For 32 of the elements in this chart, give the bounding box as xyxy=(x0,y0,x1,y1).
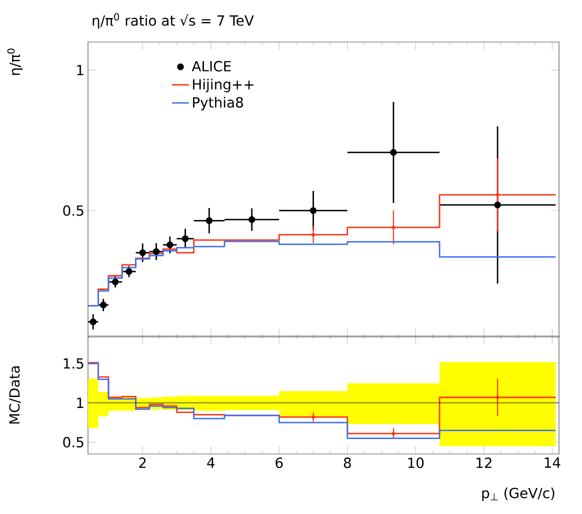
x-tick-label: 6 xyxy=(276,458,283,468)
point xyxy=(390,149,397,156)
point xyxy=(310,207,317,214)
x-tick-label: 8 xyxy=(344,458,351,468)
x-tick-label: 12 xyxy=(476,458,492,468)
point xyxy=(494,202,501,208)
legend-label: Hijing++ xyxy=(193,78,254,92)
x-axis-title: p$_{⊥}$ (GeV/c) xyxy=(482,488,554,502)
point xyxy=(182,235,189,242)
point xyxy=(126,268,132,275)
x-tick-label: 14 xyxy=(544,458,560,468)
y-tick-label: 1 xyxy=(77,65,84,76)
x-tick-label: 4 xyxy=(207,458,215,468)
point xyxy=(112,278,119,286)
point xyxy=(90,318,97,326)
y-axis-title: η/π$^{0}$ xyxy=(7,48,23,75)
y-tick-label: 0.5 xyxy=(63,205,84,216)
point xyxy=(100,302,107,308)
x-tick-label: 10 xyxy=(408,458,424,468)
point xyxy=(152,248,160,255)
legend-label: Pythia8 xyxy=(193,96,243,110)
chart-title: η/π$^{0}$ ratio at √s = 7 TeV xyxy=(92,13,254,29)
point xyxy=(166,241,174,248)
x-tick-label: 2 xyxy=(139,458,146,468)
point xyxy=(248,216,256,223)
point xyxy=(139,249,146,256)
y-tick-label: 1 xyxy=(77,398,84,408)
y-tick-label: 0.5 xyxy=(63,436,84,448)
legend-label: ALICE xyxy=(192,60,231,72)
point xyxy=(206,217,213,224)
y-axis-title: MC/Data xyxy=(9,366,21,424)
y-tick-label: 1.5 xyxy=(64,358,84,369)
